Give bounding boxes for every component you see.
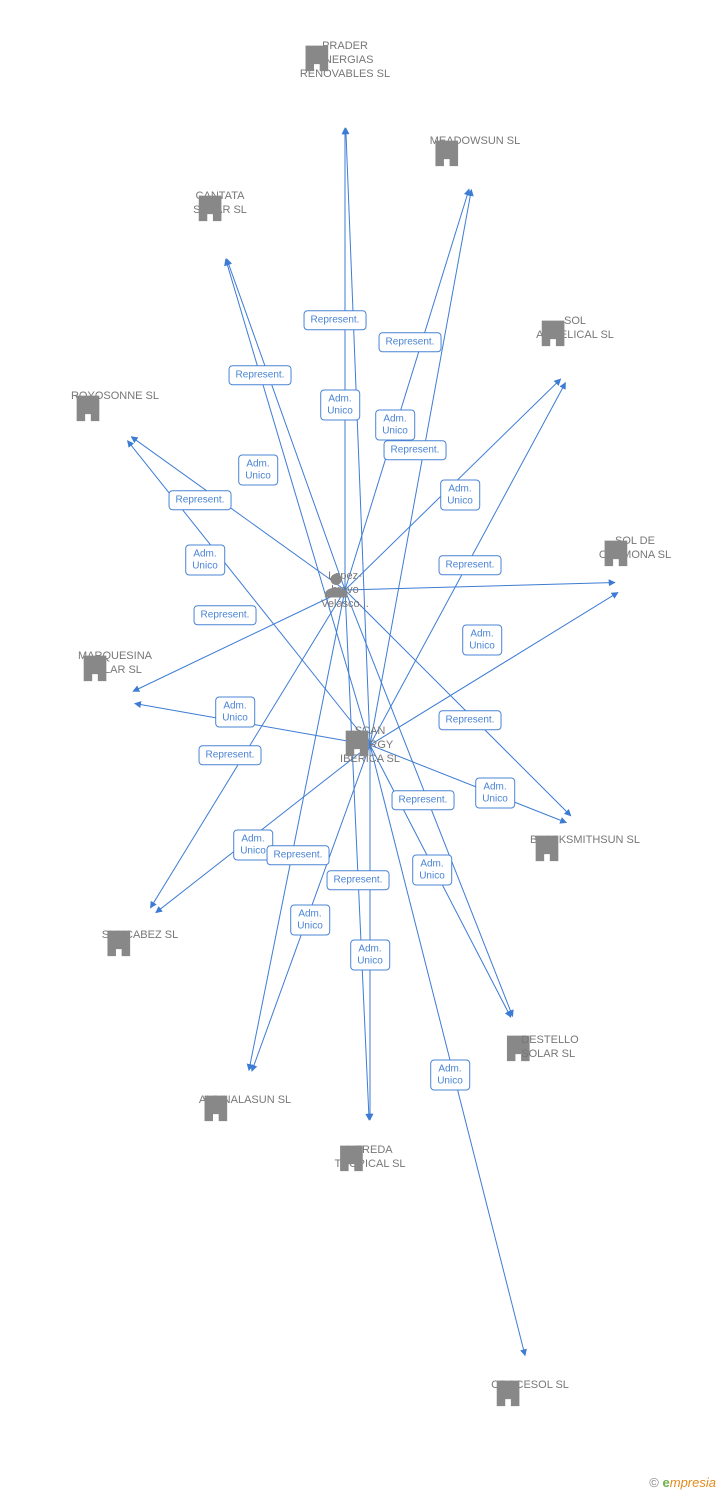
edge-line bbox=[370, 383, 566, 745]
brand-rest: mpresia bbox=[670, 1475, 716, 1490]
edge-line bbox=[370, 592, 618, 745]
edge-line bbox=[370, 190, 471, 745]
edge-line bbox=[150, 590, 345, 908]
brand-first-letter: e bbox=[663, 1475, 670, 1490]
edge-line bbox=[227, 259, 345, 590]
edge-line bbox=[370, 745, 566, 823]
edge-line bbox=[345, 590, 369, 1120]
edge-line bbox=[252, 745, 370, 1071]
edge-line bbox=[249, 590, 345, 1070]
edge-line bbox=[127, 441, 370, 745]
edge-line bbox=[370, 745, 511, 1017]
edge-line bbox=[156, 745, 370, 913]
copyright-symbol: © bbox=[649, 1475, 659, 1490]
footer-brand: © empresia bbox=[649, 1475, 716, 1490]
edge-line bbox=[346, 128, 370, 745]
edge-line bbox=[370, 745, 525, 1356]
edge-line bbox=[133, 590, 345, 691]
edge-line bbox=[345, 583, 615, 590]
edge-line bbox=[131, 437, 345, 590]
edge-layer bbox=[0, 0, 728, 1500]
edge-line bbox=[135, 703, 370, 745]
